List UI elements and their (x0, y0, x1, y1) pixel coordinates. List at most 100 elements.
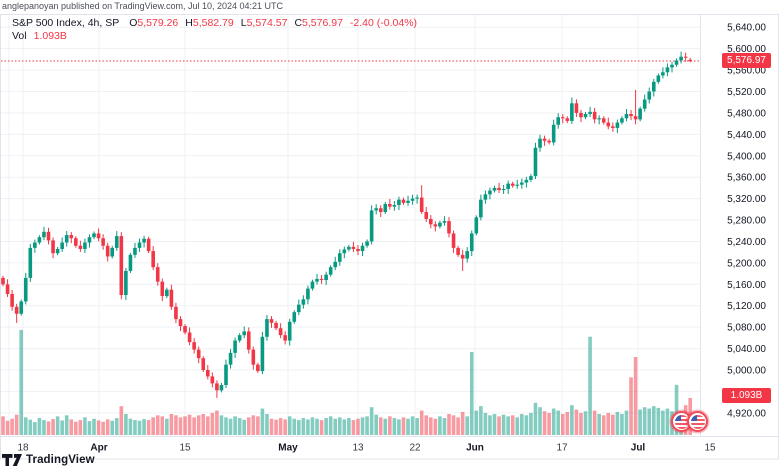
volume-bar (237, 418, 242, 435)
volume-bar (465, 416, 470, 435)
symbol-title[interactable]: S&P 500 Index, 4h, SP (12, 17, 120, 29)
volume-bar (592, 410, 597, 435)
volume-bar (169, 413, 174, 435)
volume-bar (256, 416, 260, 435)
volume-bar (497, 416, 501, 435)
candle-body (624, 114, 629, 119)
candle-body (647, 91, 652, 100)
volume-bar (178, 417, 183, 435)
volume-bar (583, 411, 588, 435)
price-tick-label: 5,600.00 (727, 44, 766, 55)
volume-bar (260, 408, 265, 435)
volume-bar (538, 407, 542, 435)
flag-canton (690, 414, 697, 421)
volume-bar (128, 418, 133, 435)
candle-body (638, 108, 642, 120)
candle-body (246, 331, 251, 350)
volume-bar (228, 418, 233, 435)
axis-labels: 4,920.00 5,000.00 5,040.00 5,080.00 5,120.00… (17, 23, 766, 454)
price-tick-label: 4,920.00 (727, 408, 766, 419)
candle-body (278, 328, 283, 336)
time-tick-label: Jul (631, 443, 646, 454)
volume-bar (351, 420, 356, 435)
candle-body (365, 241, 369, 246)
volume-bar (447, 413, 451, 435)
volume-bar (133, 420, 137, 435)
volume-bar (556, 410, 561, 435)
volume-bar (342, 419, 347, 435)
candle-body (611, 126, 615, 128)
volume-bar (642, 407, 647, 435)
volume-bar (433, 418, 438, 435)
volume-bar (460, 411, 465, 435)
us-flag-sticker-icon[interactable] (671, 411, 692, 432)
tradingview-logo-text: TradingView (26, 454, 95, 466)
volume-bar (124, 413, 128, 435)
volume-bar (374, 414, 378, 435)
volume-bar (565, 411, 570, 435)
candle-body (5, 284, 10, 294)
volume-bar (597, 413, 601, 435)
volume-bar (392, 418, 397, 435)
volume-bar (524, 415, 529, 435)
volume-bar (10, 418, 14, 435)
candle-body (488, 190, 492, 195)
volume-bar (551, 408, 556, 435)
candle-body (479, 199, 483, 218)
candle-body (533, 147, 538, 177)
us-flag-sticker-icon[interactable] (687, 411, 708, 432)
candle-body (201, 358, 206, 370)
candle-body (588, 111, 592, 115)
volume-bar (183, 416, 187, 435)
time-tick-label: 18 (17, 443, 29, 454)
price-tick-label: 5,160.00 (727, 280, 766, 291)
candle-body (274, 322, 278, 329)
volume-bar (64, 415, 69, 435)
candle-body (269, 319, 274, 323)
tradingview-logo[interactable]: TradingView (2, 454, 95, 466)
price-tick-label: 5,440.00 (727, 130, 766, 141)
volume-bar (611, 414, 615, 435)
candle-body (83, 242, 87, 249)
volume-bar (360, 417, 365, 435)
candle-body (142, 238, 146, 243)
volume-bar (14, 414, 19, 435)
volume-bar (633, 357, 638, 435)
price-tick-label: 5,200.00 (727, 258, 766, 269)
candle-body (301, 299, 306, 305)
volume-bar (451, 415, 456, 435)
legend-open: O 5,579.26 (129, 17, 179, 29)
price-tick-label: 5,240.00 (727, 237, 766, 248)
time-tick-label: 17 (556, 443, 568, 454)
chart-border (0, 14, 779, 460)
legend-close: C 5,576.97 (294, 17, 343, 29)
time-tick-label: May (278, 443, 298, 454)
volume-bar (87, 421, 92, 435)
candle-body (96, 233, 101, 239)
volume-bar (483, 412, 488, 435)
candle-body (114, 236, 119, 248)
volume-bar (55, 416, 60, 435)
candle-body (388, 203, 392, 207)
volume-bar (160, 416, 165, 435)
candle-body (28, 247, 33, 278)
candle-body (23, 277, 28, 302)
volume-bar (28, 419, 33, 435)
candle-body (74, 238, 78, 246)
volume-bar (319, 420, 324, 435)
candle-body (219, 384, 224, 391)
volume-bar (474, 410, 479, 435)
candle-body (460, 254, 465, 259)
candle-body (360, 245, 365, 252)
volume-bar (33, 422, 37, 435)
candle-body (192, 342, 196, 350)
candle-body (369, 210, 374, 242)
volume-bar (219, 415, 224, 435)
candle-body (406, 200, 410, 203)
volume-bar (347, 418, 351, 435)
volume-bar (624, 410, 629, 435)
volume-bar (74, 421, 78, 435)
time-tick-label: 15 (704, 443, 716, 454)
